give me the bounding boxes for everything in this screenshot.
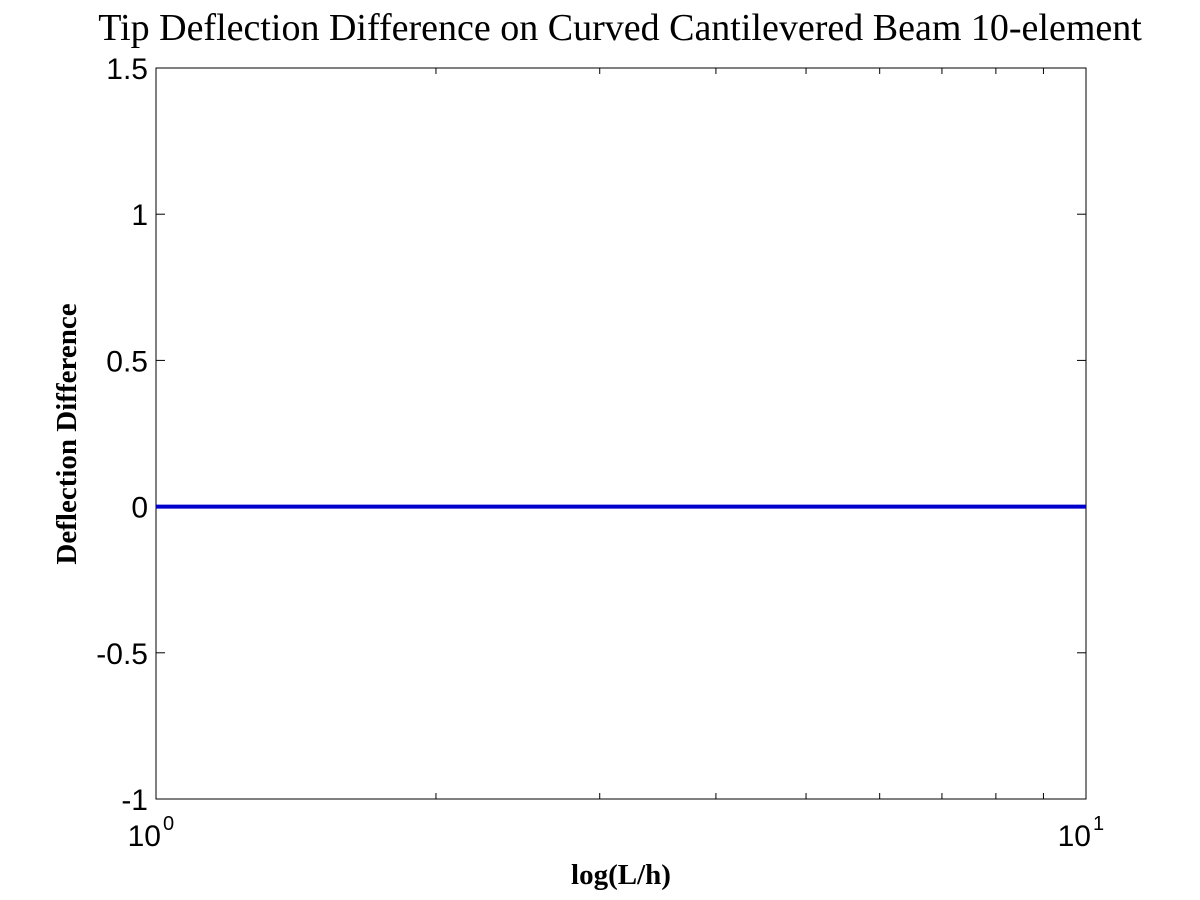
x-tick-label-exponent: 0 [163,813,174,835]
y-tick-label: 0 [131,492,148,525]
x-tick-label-exponent: 1 [1093,813,1104,835]
x-tick-label-base: 10 [1058,820,1091,853]
chart-title: Tip Deflection Difference on Curved Cant… [98,7,1142,49]
y-tick-label: 1.5 [106,53,148,86]
y-tick-label: -1 [121,784,148,817]
x-tick-label: 10 1 [1058,813,1105,853]
y-axis-label: Deflection Difference [51,303,83,564]
y-tick-label: 0.5 [106,345,148,378]
x-axis-label: log(L/h) [571,859,671,891]
x-tick-label-base: 10 [128,820,161,853]
plot-area [155,67,1087,800]
y-tick-label: -0.5 [96,638,148,671]
y-tick-label: 1 [131,199,148,232]
x-tick-label: 10 0 [128,813,175,853]
tick-labels-layer: 1.510.50-0.5-110 0 10 1 [96,53,1104,853]
